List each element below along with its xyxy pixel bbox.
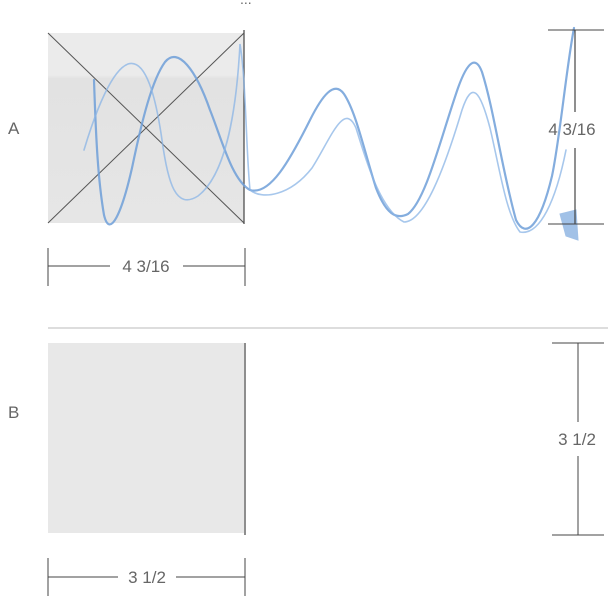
- width-label-b: 3 1/2: [128, 568, 166, 587]
- width-label-a: 4 3/16: [122, 257, 169, 276]
- height-label-b: 3 1/2: [558, 430, 596, 449]
- blue-scribble: [92, 26, 576, 230]
- blue-scribble-overlay: [83, 43, 567, 233]
- square-b: [48, 343, 244, 533]
- height-label-a: 4 3/16: [548, 120, 595, 139]
- section-b: B 3 1/2 3 1/2: [8, 342, 604, 596]
- cropped-header-text: ...: [240, 0, 252, 7]
- row-label-a: A: [8, 119, 20, 138]
- blue-scribble-tail: [559, 209, 579, 241]
- section-a: A 4 3/16 4 3/16: [8, 26, 604, 286]
- row-label-b: B: [8, 403, 19, 422]
- diagonal-line-2: [47, 32, 245, 224]
